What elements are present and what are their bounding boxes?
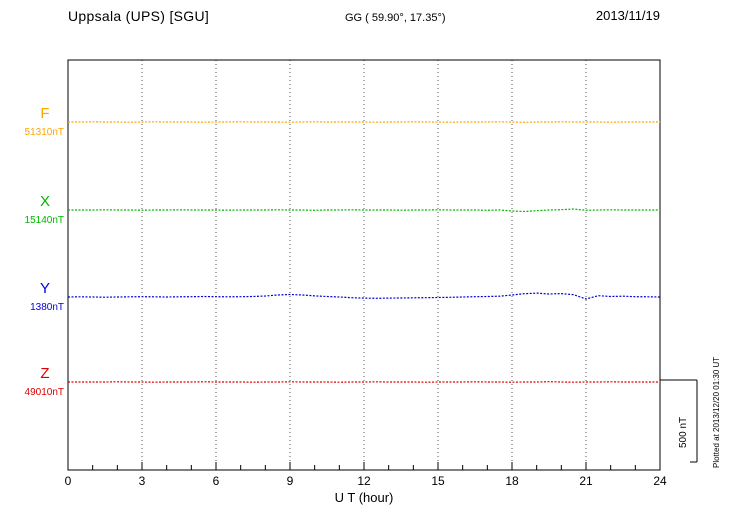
- series-baseline-F: 51310nT: [24, 127, 64, 138]
- trace-X: [68, 208, 660, 213]
- plot-frame: [67, 59, 661, 471]
- x-tick-label-18: 18: [505, 474, 519, 488]
- trace-F: [68, 121, 660, 123]
- series-letter-F: F: [40, 105, 50, 122]
- x-tick-label-9: 9: [286, 474, 294, 488]
- x-tick-label-24: 24: [653, 474, 667, 488]
- trace-Z: [68, 381, 660, 383]
- x-tick-label-6: 6: [212, 474, 220, 488]
- series-baseline-Z: 49010nT: [24, 387, 64, 398]
- x-axis-title: U T (hour): [334, 490, 394, 505]
- series-baseline-X: 15140nT: [24, 215, 64, 226]
- station-title: Uppsala (UPS) [SGU]: [68, 8, 210, 24]
- plot-date: 2013/11/19: [595, 8, 660, 23]
- x-tick-label-12: 12: [357, 474, 371, 488]
- scale-bar-label: 500 nT: [678, 416, 689, 448]
- geographic-coordinates: GG ( 59.90°, 17.35°): [345, 12, 446, 24]
- x-tick-label-21: 21: [579, 474, 593, 488]
- x-tick-label-3: 3: [138, 474, 146, 488]
- series-letter-X: X: [39, 193, 50, 210]
- series-letter-Z: Z: [40, 365, 50, 382]
- trace-Y: [67, 292, 661, 300]
- x-tick-label-0: 0: [64, 474, 72, 488]
- series-letter-Y: Y: [39, 280, 50, 297]
- plotted-at-note: Plotted at 2013/12/20 01:30 UT: [712, 356, 721, 468]
- x-tick-label-15: 15: [431, 474, 445, 488]
- series-baseline-Y: 1380nT: [30, 302, 64, 313]
